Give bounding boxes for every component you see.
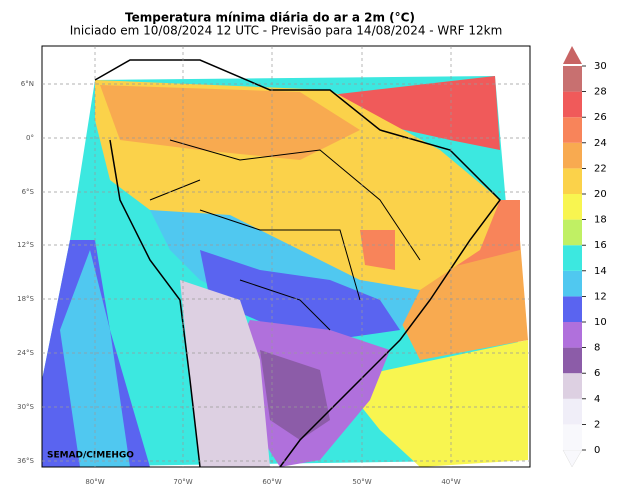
colorbar-tick-label: 22 bbox=[594, 163, 607, 174]
lat-label: 24°S bbox=[17, 349, 34, 357]
colorbar-tick-label: 4 bbox=[594, 394, 600, 405]
colorbar-over bbox=[563, 46, 582, 64]
map-title: Temperatura mínima diária do ar a 2m (°C… bbox=[125, 11, 415, 25]
state-borders bbox=[149, 139, 421, 331]
colorbar-segment bbox=[563, 424, 582, 450]
colorbar-segment bbox=[563, 245, 582, 271]
colorbar-tick-label: 20 bbox=[594, 189, 607, 200]
land-temperature bbox=[180, 280, 270, 467]
colorbar-segment bbox=[563, 142, 582, 169]
lon-label: 80°W bbox=[85, 478, 104, 486]
lat-label: 12°S bbox=[17, 241, 34, 249]
lat-label: 6°S bbox=[22, 188, 35, 196]
colorbar-tick-label: 24 bbox=[594, 138, 607, 149]
colorbar-tick-label: 10 bbox=[594, 317, 607, 328]
colorbar-segment bbox=[563, 398, 582, 425]
sea-temperature bbox=[330, 76, 500, 150]
lon-label: 70°W bbox=[173, 478, 192, 486]
colorbar-segment bbox=[563, 347, 582, 374]
colorbar-tick-label: 30 bbox=[594, 61, 607, 72]
colorbar-tick-label: 0 bbox=[594, 445, 600, 456]
lat-label: 0° bbox=[26, 134, 34, 142]
colorbar-segment bbox=[563, 322, 582, 348]
lon-label: 40°W bbox=[441, 478, 460, 486]
colorbar-segment bbox=[563, 66, 582, 92]
colorbar-tick-label: 18 bbox=[594, 215, 607, 226]
colorbar-tick-label: 2 bbox=[594, 419, 600, 430]
lat-label: 30°S bbox=[17, 403, 34, 411]
lat-label: 18°S bbox=[17, 295, 34, 303]
colorbar-segment bbox=[563, 270, 582, 297]
colorbar-segment bbox=[563, 91, 582, 118]
coastline bbox=[94, 59, 501, 468]
colorbar-tick-label: 28 bbox=[594, 87, 607, 98]
sea-temperature bbox=[340, 340, 528, 467]
colorbar-segment bbox=[563, 194, 582, 220]
map-subtitle: Iniciado em 10/08/2024 12 UTC - Previsão… bbox=[70, 24, 503, 38]
colorbar-segment bbox=[563, 168, 582, 194]
map-area bbox=[41, 45, 531, 468]
colorbar-segment bbox=[563, 373, 582, 399]
colorbar-segment bbox=[563, 117, 582, 143]
land-temperature bbox=[360, 230, 395, 270]
colorbar-segment bbox=[563, 296, 582, 322]
map-frame bbox=[41, 45, 531, 468]
lat-label: 6°N bbox=[21, 80, 34, 88]
lat-label: 36°S bbox=[17, 457, 34, 465]
colorbar-tick-label: 14 bbox=[594, 266, 607, 277]
land-temperature bbox=[100, 85, 360, 160]
land-temperature bbox=[200, 250, 400, 340]
colorbar-tick-label: 16 bbox=[594, 240, 607, 251]
colorbar-segment bbox=[563, 219, 582, 246]
map-credit: SEMAD/CIMEHGO bbox=[47, 451, 134, 461]
colorbar-under bbox=[562, 449, 583, 468]
colorbar-tick-label: 26 bbox=[594, 112, 607, 123]
lon-label: 50°W bbox=[352, 478, 371, 486]
colorbar-tick-label: 6 bbox=[594, 368, 600, 379]
land-temperature bbox=[260, 350, 330, 440]
colorbar-tick-label: 12 bbox=[594, 291, 607, 302]
colorbar-tick-label: 8 bbox=[594, 343, 600, 354]
lon-label: 60°W bbox=[262, 478, 281, 486]
